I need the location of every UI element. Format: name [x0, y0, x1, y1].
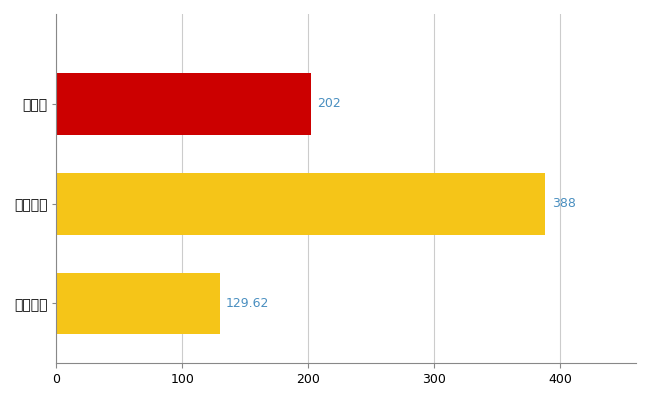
- Bar: [57, 272, 220, 334]
- Text: 202: 202: [317, 97, 341, 110]
- Text: 129.62: 129.62: [226, 297, 270, 310]
- Bar: [57, 173, 545, 234]
- Text: 388: 388: [552, 197, 575, 210]
- Bar: [57, 73, 311, 135]
